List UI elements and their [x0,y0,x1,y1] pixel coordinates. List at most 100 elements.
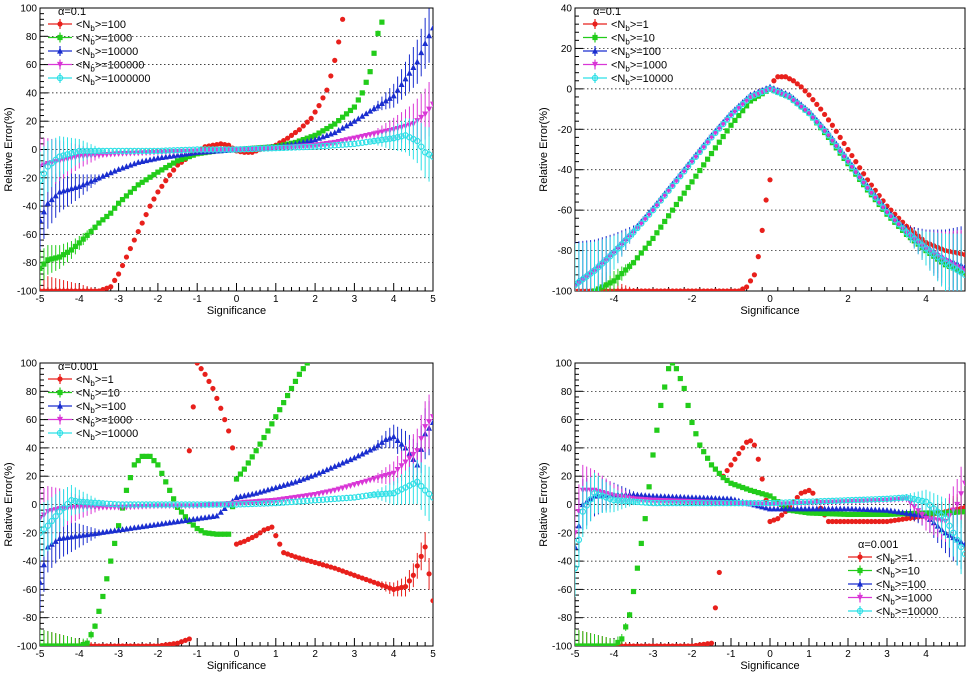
legend-marker [57,47,63,54]
data-point [950,529,957,537]
legend-marker [592,61,598,68]
data-point [891,217,899,224]
data-point [158,501,166,508]
data-point [355,452,362,459]
data-point [351,494,358,501]
data-point [304,363,310,366]
data-point [818,106,824,112]
data-point [724,495,731,502]
data-point [312,109,318,115]
data-point [716,125,723,132]
data-point [378,100,385,106]
data-point [693,642,699,646]
data-point [868,189,875,196]
data-point [84,232,90,238]
data-point [705,455,711,461]
data-point [751,92,758,99]
data-point [92,643,98,646]
data-point [642,216,649,223]
data-point [257,530,263,536]
data-point [627,612,633,618]
data-point [155,462,161,468]
data-point [650,288,656,291]
data-point [887,495,895,502]
data-point [414,448,421,454]
y-tick-label: -80 [23,613,38,624]
data-point [146,147,154,155]
data-point [614,497,622,504]
data-point [872,496,879,503]
data-point [892,511,898,517]
data-point [139,453,145,459]
data-point [790,78,797,84]
data-point [744,284,750,290]
data-point [359,479,366,486]
data-point [100,217,106,223]
data-point [355,480,362,487]
data-point [673,177,680,185]
data-point [229,501,236,508]
data-point [374,137,382,144]
data-point [269,421,275,427]
data-point [277,541,283,547]
data-point [131,462,137,468]
data-point [382,473,389,479]
x-tick-label: -2 [688,294,697,305]
data-point [649,206,657,214]
legend-label: <Nb>=10000 [876,606,938,620]
series-1 [40,16,346,291]
data-point [233,476,240,482]
data-point [249,454,255,460]
data-point [190,404,196,410]
data-point [362,138,370,146]
data-point [701,449,707,455]
data-point [642,492,649,499]
data-point [328,73,334,79]
data-point [296,144,303,151]
data-point [414,478,421,486]
data-point [64,249,71,255]
data-point [347,107,354,114]
data-point [802,88,808,94]
series-1 [575,74,965,291]
data-point [591,489,598,497]
data-point [260,500,268,507]
data-point [323,466,330,473]
data-point [379,582,385,588]
data-point [64,643,71,646]
data-point [68,149,75,157]
data-point [618,497,626,505]
data-point [92,623,98,629]
data-point [331,487,338,494]
data-point [257,498,264,505]
data-point [665,498,672,505]
data-point [790,499,797,506]
data-point [359,450,366,457]
data-point [249,145,256,153]
data-point [197,146,205,153]
data-point [225,501,232,508]
data-point [276,144,283,152]
data-point [661,499,668,507]
data-point [685,494,692,500]
data-point [899,494,906,501]
data-point [860,506,867,512]
y-tick-label: 40 [561,4,573,15]
data-point [962,540,965,547]
data-point [673,178,680,185]
data-point [708,494,715,501]
data-point [83,147,91,155]
data-point [410,451,417,458]
data-point [744,439,750,445]
data-point [704,139,711,146]
legend-label: <Nb>=100 [76,19,126,33]
data-point [406,69,413,76]
data-point [623,624,629,630]
data-point [163,165,169,171]
data-point [771,496,777,502]
data-point [657,499,665,507]
y-tick-label: -60 [558,585,573,596]
data-point [371,105,378,112]
data-point [630,229,637,236]
